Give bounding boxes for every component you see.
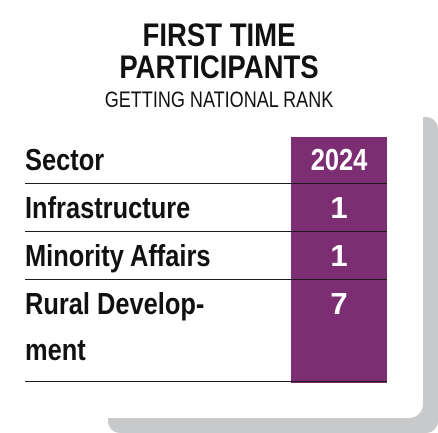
table-row: Infrastructure 1: [25, 185, 387, 232]
row-label-line-2: ment: [25, 332, 86, 367]
row-value: 1: [330, 238, 348, 273]
row-value: 1: [330, 190, 348, 225]
infographic-card: FIRST TIME PARTICIPANTS GETTING NATIONAL…: [25, 17, 387, 383]
row-label: Infrastructure: [25, 190, 191, 225]
row-label: Minority Affairs: [25, 238, 211, 273]
title-line-2: PARTICIPANTS: [119, 49, 319, 85]
table-row: Minority Affairs 1: [25, 233, 387, 280]
rank-table: Sector 2024 Infrastructure 1 Minority Af…: [25, 137, 387, 383]
header-sector-label: Sector: [25, 142, 105, 177]
row-label-line-1: Rural Develop-: [25, 286, 205, 321]
row-value: 7: [330, 286, 348, 321]
table-header-row: Sector 2024: [25, 137, 387, 184]
year-column-highlight: [291, 137, 387, 383]
header-year-label: 2024: [310, 142, 368, 177]
subtitle: GETTING NATIONAL RANK: [104, 87, 334, 112]
table-row: Rural Develop- ment 7: [25, 281, 387, 382]
title-line-1: FIRST TIME: [142, 17, 296, 53]
